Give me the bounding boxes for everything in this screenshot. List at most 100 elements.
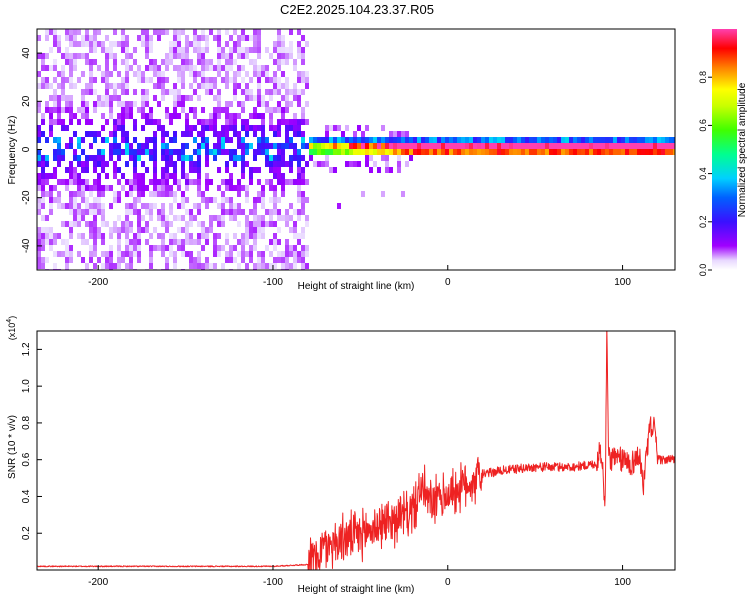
spectrogram-cell <box>169 59 173 65</box>
spectrogram-cell <box>173 191 177 197</box>
spectrogram-cell <box>301 263 305 269</box>
spectrogram-cell <box>289 227 293 233</box>
spectrogram-cell <box>37 125 41 131</box>
spectrogram-cell <box>85 263 89 269</box>
spectrogram-cell <box>565 149 569 155</box>
spectrogram-cell <box>113 131 117 137</box>
spectrogram-cell <box>129 143 133 149</box>
spectrogram-cell <box>101 185 105 191</box>
spectrogram-cell <box>365 161 369 167</box>
spectrogram-cell <box>37 161 41 167</box>
spectrogram-cell <box>117 41 121 47</box>
spectrogram-cell <box>365 155 369 161</box>
spectrogram-cell <box>185 65 189 71</box>
spectrogram-cell <box>193 125 197 131</box>
spectrogram-cell <box>89 203 93 209</box>
spectrogram-cell <box>85 83 89 89</box>
spectrogram-cell <box>473 149 477 155</box>
spectrogram-cell <box>93 209 97 215</box>
spectrogram-cell <box>301 155 305 161</box>
spectrogram-x-label: Height of straight line (km) <box>298 281 415 292</box>
spectrogram-cell <box>69 113 73 119</box>
spectrogram-cell <box>225 197 229 203</box>
spectrogram-cell <box>69 35 73 41</box>
spectrogram-cell <box>97 179 101 185</box>
spectrogram-cell <box>293 83 297 89</box>
spectrogram-cell <box>189 233 193 239</box>
spectrogram-cell <box>109 203 113 209</box>
spectrogram-cell <box>229 125 233 131</box>
spectrogram-cell <box>137 179 141 185</box>
spectrogram-cell <box>569 143 573 149</box>
spectrogram-cell <box>113 29 117 35</box>
spectrogram-cell <box>269 53 273 59</box>
spectrogram-cell <box>197 95 201 101</box>
spectrogram-cell <box>245 125 249 131</box>
spectrogram-cell <box>573 149 577 155</box>
spectrogram-cell <box>225 107 229 113</box>
spectrogram-cell <box>145 143 149 149</box>
spectrogram-cell <box>149 257 153 263</box>
spectrogram-cell <box>61 221 65 227</box>
spectrogram-cell <box>297 185 301 191</box>
spectrogram-cell <box>169 113 173 119</box>
spectrogram-cell <box>49 47 53 53</box>
spectrogram-cell <box>121 35 125 41</box>
spectrogram-cell <box>137 257 141 263</box>
spectrogram-cell <box>85 29 89 35</box>
snr-x-label: Height of straight line (km) <box>298 584 415 595</box>
spectrogram-cell <box>277 131 281 137</box>
spectrogram-cell <box>133 137 137 143</box>
spectrogram-cell <box>77 77 81 83</box>
spectrogram-cell <box>109 83 113 89</box>
spectrogram-cell <box>197 251 201 257</box>
spectrogram-cell <box>233 71 237 77</box>
spectrogram-cell <box>101 161 105 167</box>
spectrogram-cell <box>273 143 277 149</box>
spectrogram-cell <box>377 137 381 143</box>
spectrogram-cell <box>301 191 305 197</box>
spectrogram-cell <box>197 41 201 47</box>
spectrogram-cell <box>201 53 205 59</box>
spectrogram-cell <box>457 137 461 143</box>
spectrogram-cell <box>57 113 61 119</box>
spectrogram-cell <box>537 143 541 149</box>
spectrogram-cell <box>57 161 61 167</box>
spectrogram-cell <box>457 143 461 149</box>
spectrogram-cell <box>213 215 217 221</box>
spectrogram-cell <box>125 35 129 41</box>
spectrogram-cell <box>129 53 133 59</box>
spectrogram-cell <box>141 149 145 155</box>
spectrogram-cell <box>225 71 229 77</box>
spectrogram-cell <box>45 155 49 161</box>
spectrogram-cell <box>565 137 569 143</box>
spectrogram-cell <box>137 221 141 227</box>
spectrogram-cell <box>197 83 201 89</box>
spectrogram-cell <box>121 119 125 125</box>
spectrogram-cell <box>265 179 269 185</box>
spectrogram-cell <box>253 203 257 209</box>
spectrogram-cell <box>301 107 305 113</box>
spectrogram-cell <box>241 89 245 95</box>
spectrogram-cell <box>93 203 97 209</box>
spectrogram-cell <box>205 239 209 245</box>
spectrogram-cell <box>101 233 105 239</box>
spectrogram-cell <box>289 125 293 131</box>
spectrogram-cell <box>125 41 129 47</box>
spectrogram-cell <box>553 149 557 155</box>
spectrogram-cell <box>153 137 157 143</box>
spectrogram-cell <box>65 125 69 131</box>
spectrogram-cell <box>217 59 221 65</box>
spectrogram-cell <box>237 71 241 77</box>
spectrogram-cell <box>389 167 393 173</box>
spectrogram-cell <box>185 155 189 161</box>
spectrogram-cell <box>273 245 277 251</box>
spectrogram-cell <box>173 179 177 185</box>
spectrogram-cell <box>185 41 189 47</box>
spectrogram-cell <box>273 239 277 245</box>
spectrogram-cell <box>301 131 305 137</box>
spectrogram-cell <box>481 143 485 149</box>
spectrogram-cell <box>53 89 57 95</box>
spectrogram-cell <box>329 143 333 149</box>
spectrogram-cell <box>101 215 105 221</box>
